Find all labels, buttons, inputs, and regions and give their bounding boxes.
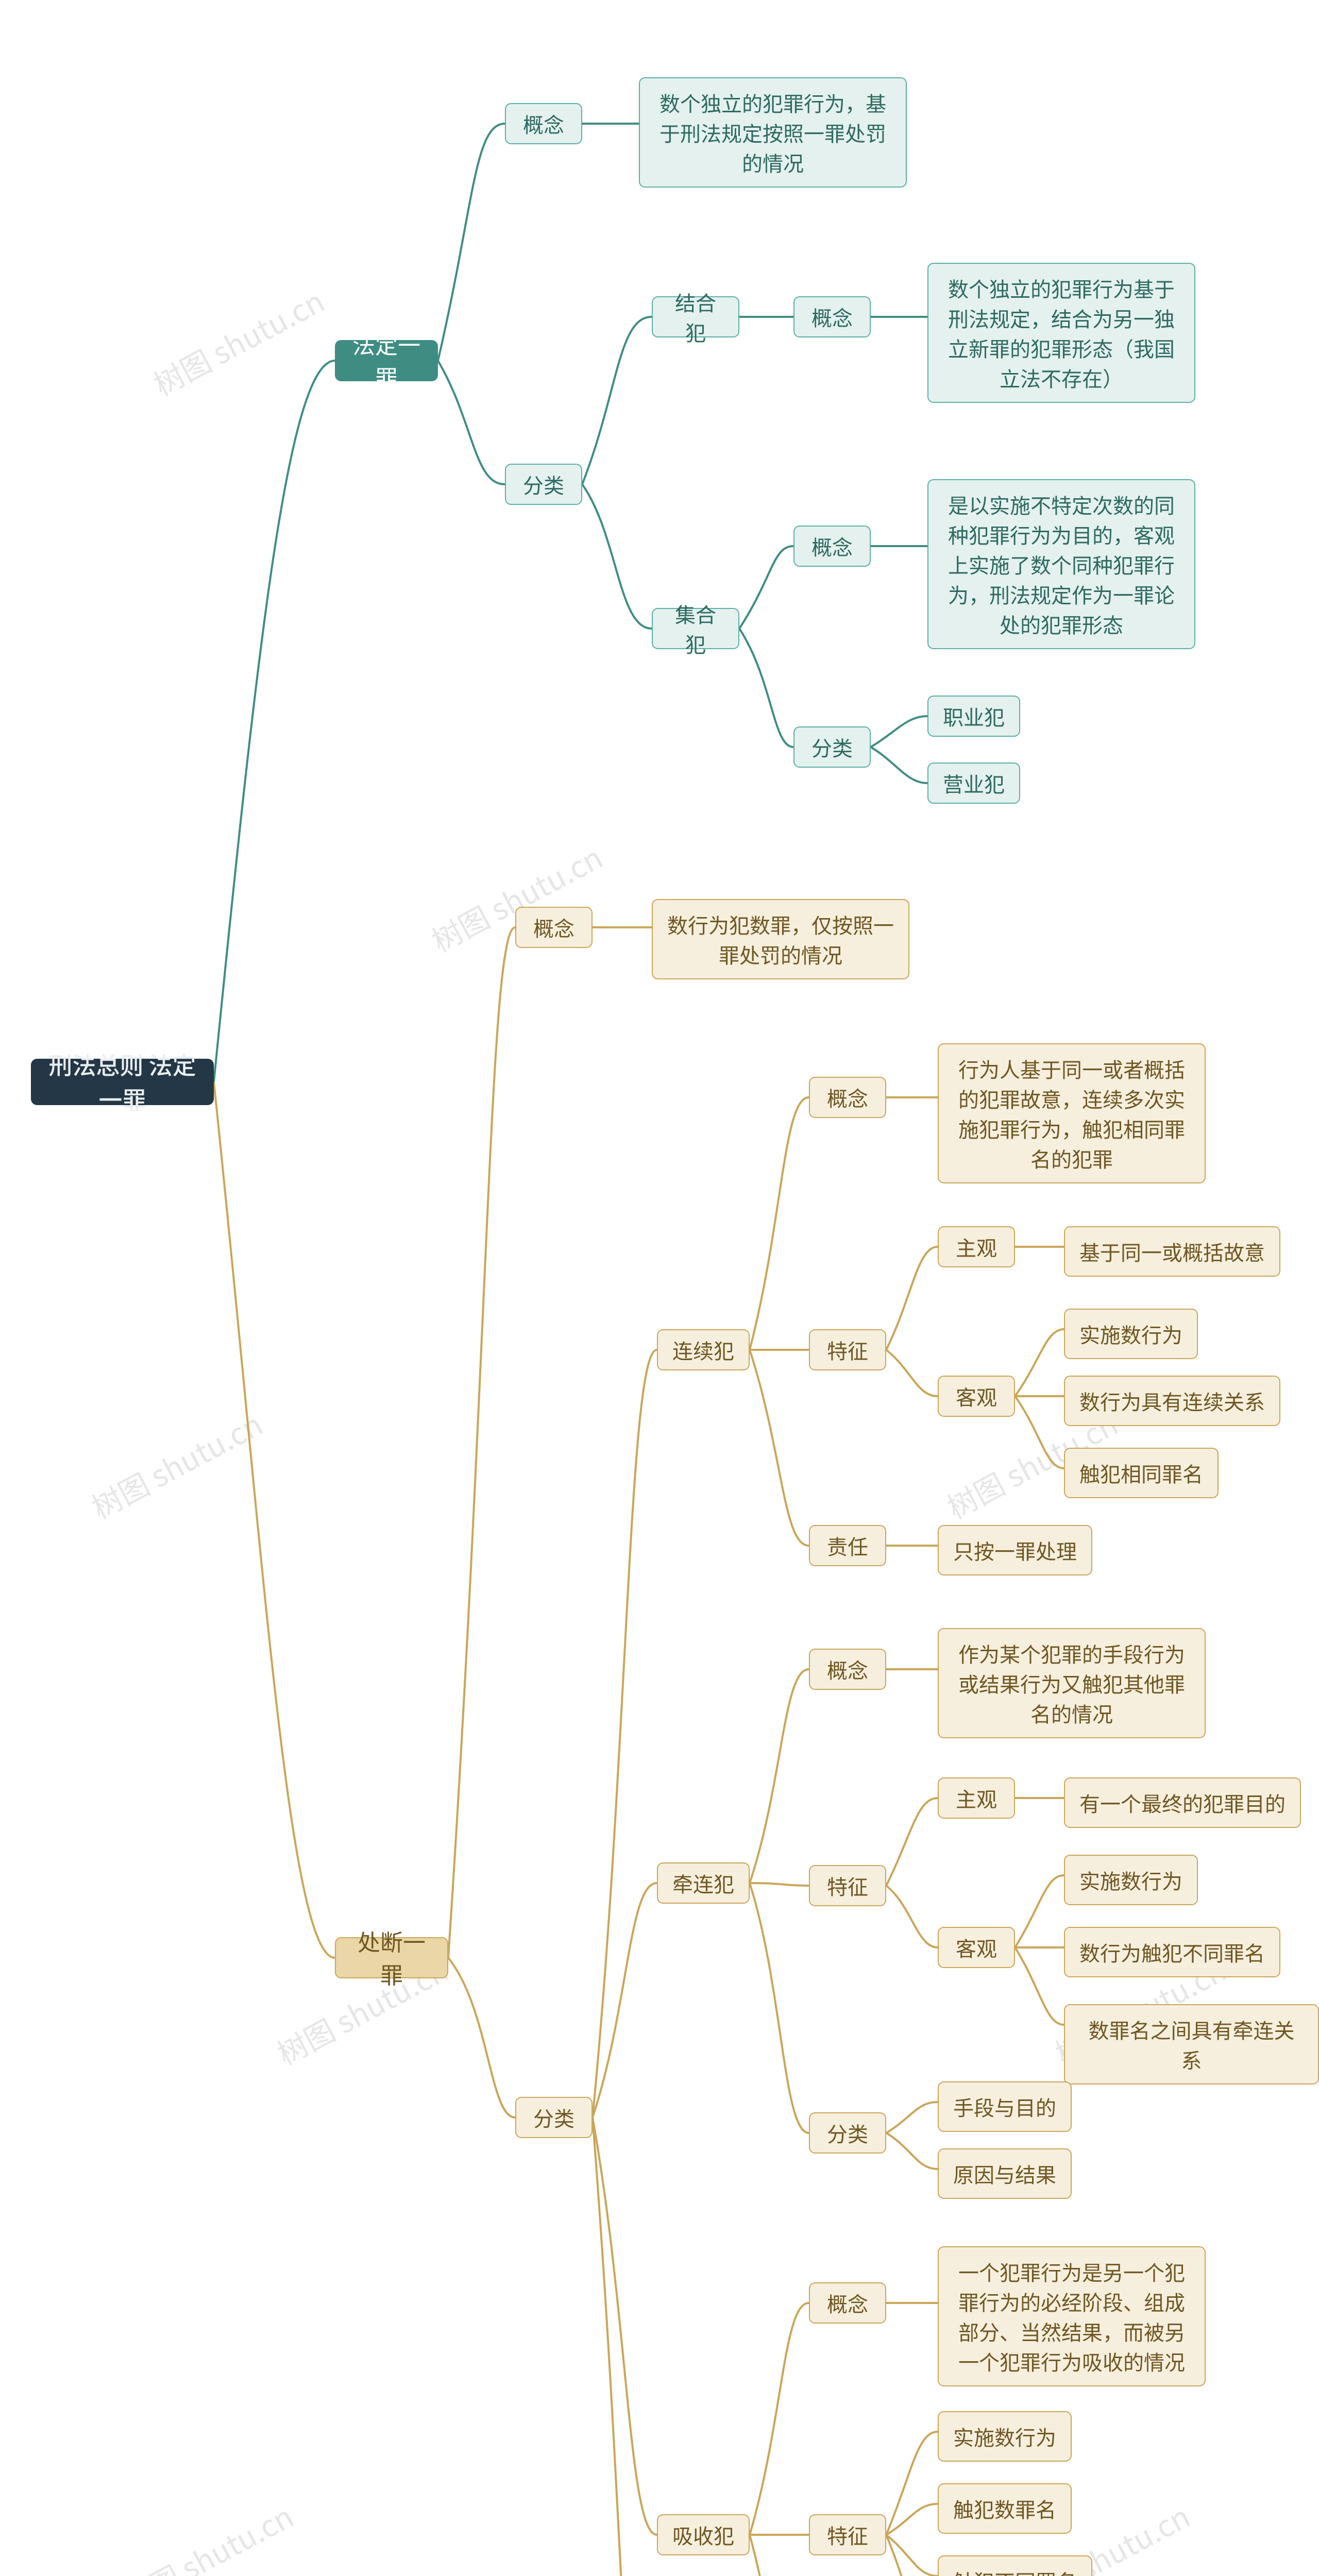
qlf-k2: 数行为触犯不同罪名 — [1064, 1927, 1280, 1977]
qlf-k3: 数罪名之间具有牵连关系 — [1064, 2004, 1319, 2084]
jihefan-class-label[interactable]: 分类 — [793, 726, 871, 768]
lianxufan-zhuguan-text: 基于同一或概括故意 — [1064, 1226, 1280, 1277]
fdyz-classification-label[interactable]: 分类 — [505, 464, 582, 505]
lianxufan-zeren[interactable]: 责任 — [809, 1525, 886, 1566]
qlf-k1: 实施数行为 — [1064, 1855, 1198, 1905]
fdyz-concept-text: 数个独立的犯罪行为，基于刑法规定按照一罪处罚的情况 — [639, 77, 907, 188]
qianlianfan-label[interactable]: 牵连犯 — [657, 1862, 750, 1904]
lianxufan-concept-text: 行为人基于同一或者概括的犯罪故意，连续多次实施犯罪行为，触犯相同罪名的犯罪 — [938, 1043, 1206, 1183]
qlf-concept-text: 作为某个犯罪的手段行为或结果行为又触犯其他罪名的情况 — [938, 1628, 1206, 1738]
lianxufan-k3: 触犯相同罪名 — [1064, 1448, 1219, 1498]
jihefan-class-b[interactable]: 营业犯 — [927, 762, 1020, 804]
qlf-class-b: 原因与结果 — [938, 2148, 1072, 2199]
xsf-t3: 触犯不同罪名 — [938, 2555, 1092, 2576]
jiehefan-label[interactable]: 结合犯 — [652, 296, 739, 337]
lianxufan-keguan[interactable]: 客观 — [938, 1376, 1015, 1417]
qlf-class-a: 手段与目的 — [938, 2081, 1072, 2132]
branch-chuduan[interactable]: 处断一罪 — [335, 1937, 448, 1978]
xsf-concept-label[interactable]: 概念 — [809, 2282, 886, 2324]
qlf-keguan[interactable]: 客观 — [938, 1927, 1015, 1968]
lianxufan-zhuguan[interactable]: 主观 — [938, 1226, 1015, 1267]
qlf-concept-label[interactable]: 概念 — [809, 1649, 886, 1690]
lianxufan-tezheng[interactable]: 特征 — [809, 1329, 886, 1370]
jihefan-concept-label[interactable]: 概念 — [793, 526, 871, 567]
jihefan-label[interactable]: 集合犯 — [652, 608, 739, 649]
lianxufan-concept-label[interactable]: 概念 — [809, 1077, 886, 1118]
cdyz-concept-label[interactable]: 概念 — [515, 907, 593, 948]
fdyz-concept-label[interactable]: 概念 — [505, 103, 582, 144]
xsf-tezheng[interactable]: 特征 — [809, 2514, 886, 2555]
qlf-class[interactable]: 分类 — [809, 2112, 886, 2154]
qlf-zhuguan-text: 有一个最终的犯罪目的 — [1064, 1777, 1301, 1828]
jihefan-concept-text: 是以实施不特定次数的同种犯罪行为为目的，客观上实施了数个同种犯罪行为，刑法规定作… — [927, 479, 1195, 649]
qlf-zhuguan[interactable]: 主观 — [938, 1777, 1015, 1819]
xsf-concept-text: 一个犯罪行为是另一个犯罪行为的必经阶段、组成部分、当然结果，而被另一个犯罪行为吸… — [938, 2246, 1206, 2386]
lianxufan-k2: 数行为具有连续关系 — [1064, 1376, 1280, 1426]
lianxufan-zeren-text: 只按一罪处理 — [938, 1525, 1092, 1575]
root-node[interactable]: 刑法总则 法定一罪 — [31, 1059, 214, 1105]
xishoufan-label[interactable]: 吸收犯 — [657, 2514, 750, 2555]
xsf-t1: 实施数行为 — [938, 2411, 1072, 2462]
qlf-tezheng[interactable]: 特征 — [809, 1865, 886, 1906]
cdyz-concept-text: 数行为犯数罪，仅按照一罪处罚的情况 — [652, 899, 909, 979]
jiehefan-concept-text: 数个独立的犯罪行为基于刑法规定，结合为另一独立新罪的犯罪形态（我国立法不存在） — [927, 263, 1195, 403]
cdyz-class-label[interactable]: 分类 — [515, 2097, 593, 2138]
lianxufan-k1: 实施数行为 — [1064, 1309, 1198, 1359]
lianxufan-label[interactable]: 连续犯 — [657, 1329, 750, 1370]
xsf-t2: 触犯数罪名 — [938, 2483, 1072, 2534]
branch-fading[interactable]: 法定一罪 — [335, 340, 438, 381]
jihefan-class-a[interactable]: 职业犯 — [927, 696, 1020, 737]
jiehefan-concept-label[interactable]: 概念 — [793, 296, 871, 337]
